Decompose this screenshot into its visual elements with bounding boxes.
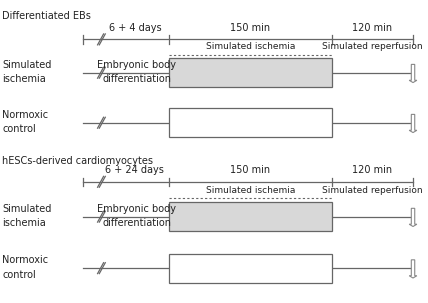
Text: differentiation: differentiation — [102, 218, 172, 228]
Text: differentiation: differentiation — [102, 74, 172, 84]
Text: 120 min: 120 min — [352, 23, 392, 33]
Bar — [169, 108, 332, 137]
Text: 6 + 4 days: 6 + 4 days — [109, 23, 161, 33]
Text: 150 min: 150 min — [230, 23, 270, 33]
Text: Simulated ischemia: Simulated ischemia — [206, 185, 295, 195]
Text: ischemia: ischemia — [2, 218, 46, 228]
Polygon shape — [409, 65, 417, 83]
Polygon shape — [409, 115, 417, 133]
Text: Embryonic body: Embryonic body — [98, 204, 176, 214]
Text: ischemia: ischemia — [2, 74, 46, 84]
Polygon shape — [409, 260, 417, 278]
Text: Simulated ischemia: Simulated ischemia — [206, 42, 295, 51]
Bar — [169, 58, 332, 87]
Text: Normoxic: Normoxic — [2, 110, 48, 120]
Text: control: control — [2, 270, 36, 280]
Text: Simulated reperfusion: Simulated reperfusion — [322, 185, 423, 195]
Text: 6 + 24 days: 6 + 24 days — [105, 165, 164, 175]
Text: Simulated reperfusion: Simulated reperfusion — [322, 42, 423, 51]
Polygon shape — [409, 208, 417, 227]
Text: hESCs-derived cardiomyocytes: hESCs-derived cardiomyocytes — [2, 156, 153, 166]
Text: Normoxic: Normoxic — [2, 255, 48, 265]
Text: Simulated: Simulated — [2, 204, 51, 214]
Bar — [169, 202, 332, 231]
Text: Embryonic body: Embryonic body — [98, 60, 176, 70]
Text: 120 min: 120 min — [352, 165, 392, 175]
Text: control: control — [2, 124, 36, 134]
Text: 150 min: 150 min — [230, 165, 270, 175]
Text: Simulated: Simulated — [2, 60, 51, 70]
Text: Differentiated EBs: Differentiated EBs — [2, 11, 91, 21]
Bar — [169, 254, 332, 283]
